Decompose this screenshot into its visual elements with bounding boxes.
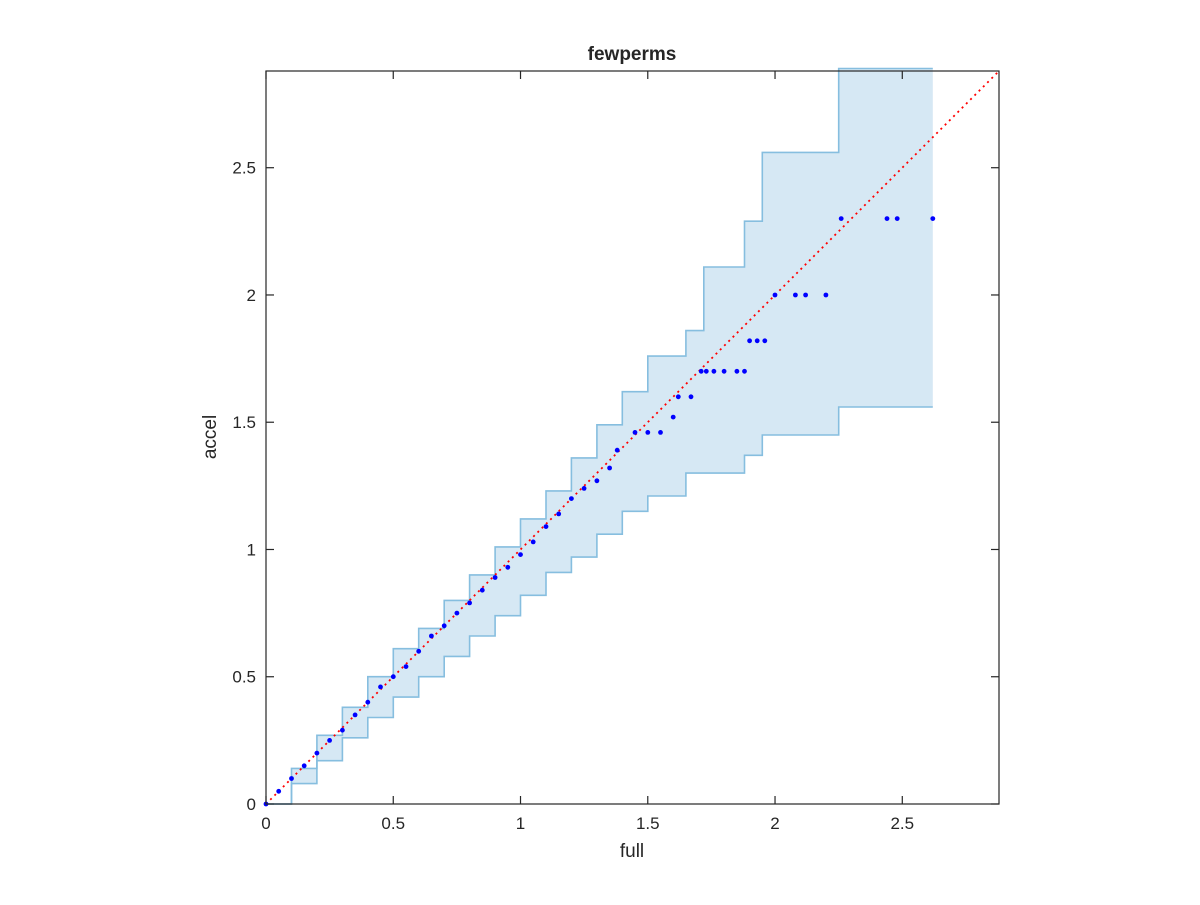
data-point bbox=[884, 216, 890, 222]
confidence-band-layer bbox=[266, 67, 933, 805]
data-point bbox=[894, 216, 900, 222]
y-tick-label: 0 bbox=[247, 795, 256, 814]
x-tick-label: 1 bbox=[516, 814, 525, 833]
data-point bbox=[479, 587, 485, 593]
data-point bbox=[327, 738, 332, 743]
confidence-band-upper bbox=[266, 67, 933, 805]
y-tick-label: 1.5 bbox=[232, 413, 256, 432]
x-axis-label: full bbox=[620, 841, 644, 862]
data-point bbox=[314, 750, 320, 756]
data-point bbox=[721, 368, 727, 374]
data-point bbox=[734, 368, 740, 374]
data-point bbox=[645, 430, 651, 435]
y-tick-label: 2 bbox=[247, 286, 256, 305]
data-point bbox=[711, 368, 717, 374]
data-point bbox=[505, 564, 511, 570]
data-point bbox=[429, 633, 434, 639]
data-point bbox=[441, 623, 447, 629]
data-point bbox=[607, 465, 612, 471]
plot-frame bbox=[265, 70, 1000, 805]
data-point bbox=[747, 338, 752, 344]
data-point bbox=[378, 684, 383, 690]
x-tick-label: 0.5 bbox=[381, 814, 405, 833]
data-point bbox=[352, 712, 358, 718]
data-point bbox=[688, 394, 694, 400]
axes-layer: 0 0.5 1 1.5 2 2.5 0 0.5 1 1.5 2 2.5 bbox=[232, 70, 1000, 833]
data-point bbox=[556, 511, 562, 517]
data-point bbox=[742, 368, 747, 374]
data-point bbox=[838, 216, 844, 222]
data-point bbox=[403, 664, 409, 669]
data-point bbox=[569, 496, 574, 501]
confidence-band-fill bbox=[266, 68, 933, 804]
data-point bbox=[467, 600, 472, 606]
data-point bbox=[416, 648, 422, 654]
data-point bbox=[543, 524, 549, 529]
data-point bbox=[454, 610, 460, 616]
data-point bbox=[803, 292, 808, 298]
x-tick-label: 2.5 bbox=[890, 814, 914, 833]
data-point bbox=[518, 552, 523, 557]
y-tick-label: 1 bbox=[247, 540, 256, 559]
x-tick-label: 0 bbox=[261, 814, 270, 833]
data-point bbox=[390, 674, 396, 680]
data-point bbox=[703, 368, 709, 374]
data-point bbox=[632, 430, 638, 435]
data-point bbox=[762, 338, 768, 344]
data-point bbox=[754, 338, 760, 344]
chart-title: fewperms bbox=[588, 44, 677, 65]
data-point bbox=[340, 727, 345, 733]
data-point bbox=[823, 292, 829, 298]
data-point bbox=[594, 478, 600, 484]
data-point bbox=[670, 414, 676, 420]
data-point bbox=[675, 394, 681, 400]
y-tick-label: 0.5 bbox=[232, 668, 256, 687]
x-tick-label: 2 bbox=[770, 814, 779, 833]
data-point bbox=[930, 216, 936, 222]
data-point bbox=[301, 763, 307, 769]
data-point bbox=[698, 368, 704, 374]
data-point bbox=[581, 486, 587, 491]
confidence-band-lower bbox=[266, 406, 933, 805]
data-point bbox=[492, 575, 498, 580]
y-axis-label: accel bbox=[200, 415, 221, 459]
data-point bbox=[614, 447, 620, 453]
data-point bbox=[658, 430, 663, 435]
data-point bbox=[365, 699, 371, 705]
x-tick-label: 1.5 bbox=[636, 814, 660, 833]
data-point bbox=[289, 776, 294, 781]
data-point bbox=[530, 539, 536, 545]
y-tick-label: 2.5 bbox=[232, 159, 256, 178]
data-points-layer bbox=[263, 216, 936, 807]
data-point bbox=[276, 788, 282, 794]
data-point bbox=[772, 292, 778, 298]
data-point bbox=[793, 292, 798, 298]
